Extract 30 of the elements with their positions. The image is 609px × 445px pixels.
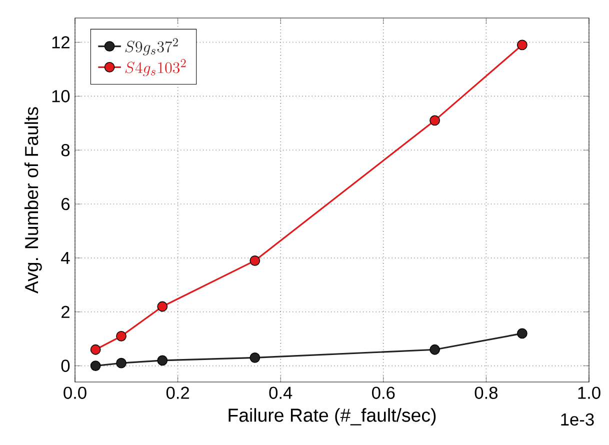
point — [516, 328, 528, 339]
y-tick-label: 4 — [61, 252, 70, 264]
x-tick-label: 0.6 — [372, 386, 395, 399]
point — [430, 344, 440, 355]
y-tick-label: 0 — [61, 360, 70, 372]
x-tick-label: 0.8 — [474, 386, 498, 399]
y-tick-label: 12 — [52, 36, 70, 48]
point — [157, 355, 168, 366]
y-tick-label: 2 — [62, 306, 70, 318]
point — [430, 115, 440, 126]
y-tick-label: 6 — [62, 198, 70, 210]
x-tick-label: 1.0 — [578, 386, 600, 399]
point — [116, 358, 126, 368]
y-tick-label: 8 — [61, 144, 70, 156]
legend-label: $S4g_s103^2$ — [125, 59, 186, 76]
point — [90, 360, 101, 372]
y-tick-label: 10 — [52, 90, 70, 102]
point — [516, 40, 528, 50]
legend-label: $S9g_s37^2$ — [125, 38, 178, 56]
point — [90, 344, 101, 355]
x-axis-title: Failure Rate (#_fault/sec) — [228, 408, 436, 426]
text: 1e-3 — [561, 413, 594, 426]
point — [250, 255, 260, 266]
x-tick-label: 0.4 — [269, 386, 292, 399]
point — [250, 352, 260, 363]
y-axis-title: Avg. Number of Faults — [24, 107, 42, 294]
x-tick-label: 0.2 — [166, 386, 189, 399]
point — [157, 301, 168, 312]
point — [116, 330, 126, 342]
x-tick-label: 0.0 — [64, 386, 86, 399]
